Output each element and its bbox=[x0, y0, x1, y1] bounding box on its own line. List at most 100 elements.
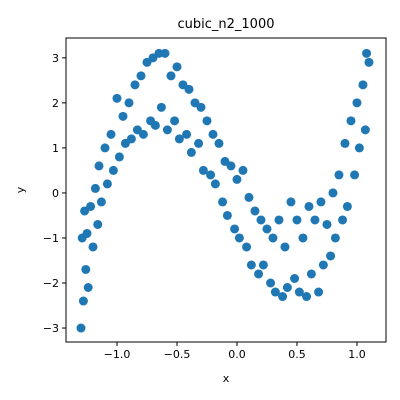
point bbox=[162, 125, 172, 135]
point bbox=[234, 233, 244, 243]
point bbox=[208, 129, 218, 139]
point bbox=[286, 197, 296, 207]
point bbox=[198, 165, 208, 175]
point bbox=[268, 233, 278, 243]
point bbox=[326, 251, 336, 261]
point bbox=[170, 116, 180, 126]
point bbox=[150, 120, 160, 130]
point bbox=[130, 80, 140, 90]
point bbox=[166, 71, 176, 81]
point bbox=[102, 179, 112, 189]
y-tick-label: 1 bbox=[52, 142, 59, 155]
point bbox=[78, 296, 88, 306]
point bbox=[182, 129, 192, 139]
point bbox=[334, 170, 344, 180]
y-tick-label: −2 bbox=[43, 277, 59, 290]
point bbox=[262, 224, 272, 234]
point bbox=[330, 233, 340, 243]
point bbox=[354, 143, 364, 153]
point bbox=[360, 125, 370, 135]
point bbox=[82, 228, 92, 238]
point bbox=[126, 134, 136, 144]
point bbox=[318, 260, 328, 270]
point bbox=[124, 98, 134, 108]
point bbox=[136, 71, 146, 81]
point bbox=[254, 269, 264, 279]
point bbox=[238, 165, 248, 175]
point bbox=[94, 161, 104, 171]
point bbox=[294, 287, 304, 297]
point bbox=[278, 292, 288, 302]
point bbox=[340, 138, 350, 148]
point bbox=[364, 57, 374, 67]
point bbox=[290, 273, 300, 283]
point bbox=[174, 134, 184, 144]
point bbox=[358, 80, 368, 90]
point bbox=[352, 98, 362, 108]
x-tick-label: 1.0 bbox=[348, 348, 366, 361]
point bbox=[100, 143, 110, 153]
point bbox=[156, 102, 166, 112]
point bbox=[206, 170, 216, 180]
point bbox=[274, 215, 284, 225]
point bbox=[93, 219, 103, 229]
point bbox=[338, 215, 348, 225]
point bbox=[244, 192, 254, 202]
point bbox=[88, 242, 98, 252]
point bbox=[90, 183, 100, 193]
point bbox=[226, 161, 236, 171]
chart-title: cubic_n2_1000 bbox=[178, 17, 275, 32]
point bbox=[118, 111, 128, 121]
point bbox=[202, 116, 212, 126]
point bbox=[108, 165, 118, 175]
point bbox=[184, 84, 194, 94]
point bbox=[328, 188, 338, 198]
point bbox=[322, 219, 332, 229]
y-tick-label: 2 bbox=[52, 97, 59, 110]
x-axis-label: x bbox=[223, 372, 230, 385]
point bbox=[250, 206, 260, 216]
point bbox=[138, 129, 148, 139]
point bbox=[302, 292, 312, 302]
point bbox=[342, 201, 352, 211]
x-tick-label: 0.0 bbox=[228, 348, 246, 361]
point bbox=[214, 138, 224, 148]
x-tick-label: −1.0 bbox=[104, 348, 131, 361]
point bbox=[306, 269, 316, 279]
point bbox=[266, 278, 276, 288]
point bbox=[270, 287, 280, 297]
point bbox=[310, 215, 320, 225]
point bbox=[222, 210, 232, 220]
y-axis-label: y bbox=[14, 186, 27, 193]
point bbox=[362, 48, 372, 58]
point bbox=[218, 197, 228, 207]
axes-frame bbox=[65, 37, 387, 343]
point bbox=[160, 48, 170, 58]
point bbox=[316, 197, 326, 207]
x-tick-label: −0.5 bbox=[164, 348, 191, 361]
point bbox=[232, 174, 242, 184]
point bbox=[96, 197, 106, 207]
point bbox=[186, 147, 196, 157]
point bbox=[112, 93, 122, 103]
point bbox=[280, 242, 290, 252]
point bbox=[230, 224, 240, 234]
y-tick-label: 3 bbox=[52, 52, 59, 65]
point bbox=[86, 201, 96, 211]
point bbox=[314, 287, 324, 297]
y-tick-label: 0 bbox=[52, 187, 59, 200]
point bbox=[76, 323, 86, 333]
point bbox=[114, 152, 124, 162]
point bbox=[246, 260, 256, 270]
point bbox=[256, 215, 266, 225]
point bbox=[196, 102, 206, 112]
point bbox=[83, 283, 93, 293]
y-tick-label: −1 bbox=[43, 232, 59, 245]
point bbox=[210, 179, 220, 189]
point bbox=[258, 260, 268, 270]
point bbox=[194, 138, 204, 148]
point bbox=[346, 116, 356, 126]
point bbox=[298, 233, 308, 243]
point bbox=[106, 129, 116, 139]
